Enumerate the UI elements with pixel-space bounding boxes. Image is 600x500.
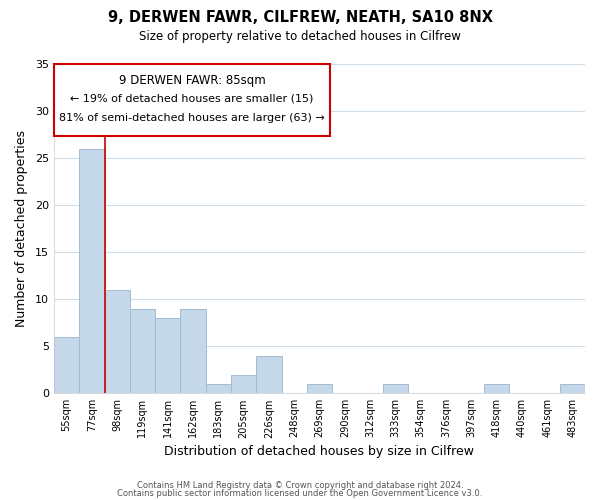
Bar [383,384,408,394]
Text: Contains public sector information licensed under the Open Government Licence v3: Contains public sector information licen… [118,488,482,498]
Bar [130,308,155,394]
Bar [560,384,585,394]
Text: ← 19% of detached houses are smaller (15): ← 19% of detached houses are smaller (15… [70,94,314,104]
Text: 9 DERWEN FAWR: 85sqm: 9 DERWEN FAWR: 85sqm [119,74,265,87]
Bar [104,290,130,394]
FancyBboxPatch shape [54,64,330,136]
Text: Contains HM Land Registry data © Crown copyright and database right 2024.: Contains HM Land Registry data © Crown c… [137,481,463,490]
Bar [231,374,256,394]
Bar [155,318,181,394]
Text: 81% of semi-detached houses are larger (63) →: 81% of semi-detached houses are larger (… [59,114,325,124]
Bar [307,384,332,394]
Bar [181,308,206,394]
Bar [206,384,231,394]
Y-axis label: Number of detached properties: Number of detached properties [15,130,28,327]
Bar [79,148,104,394]
Text: Size of property relative to detached houses in Cilfrew: Size of property relative to detached ho… [139,30,461,43]
Bar [256,356,281,394]
X-axis label: Distribution of detached houses by size in Cilfrew: Distribution of detached houses by size … [164,444,475,458]
Bar [484,384,509,394]
Text: 9, DERWEN FAWR, CILFREW, NEATH, SA10 8NX: 9, DERWEN FAWR, CILFREW, NEATH, SA10 8NX [107,10,493,25]
Bar [54,337,79,394]
